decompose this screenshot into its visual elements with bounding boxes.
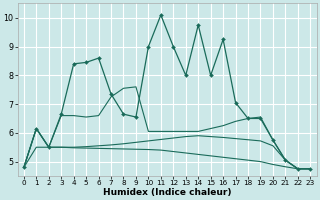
X-axis label: Humidex (Indice chaleur): Humidex (Indice chaleur) <box>103 188 231 197</box>
